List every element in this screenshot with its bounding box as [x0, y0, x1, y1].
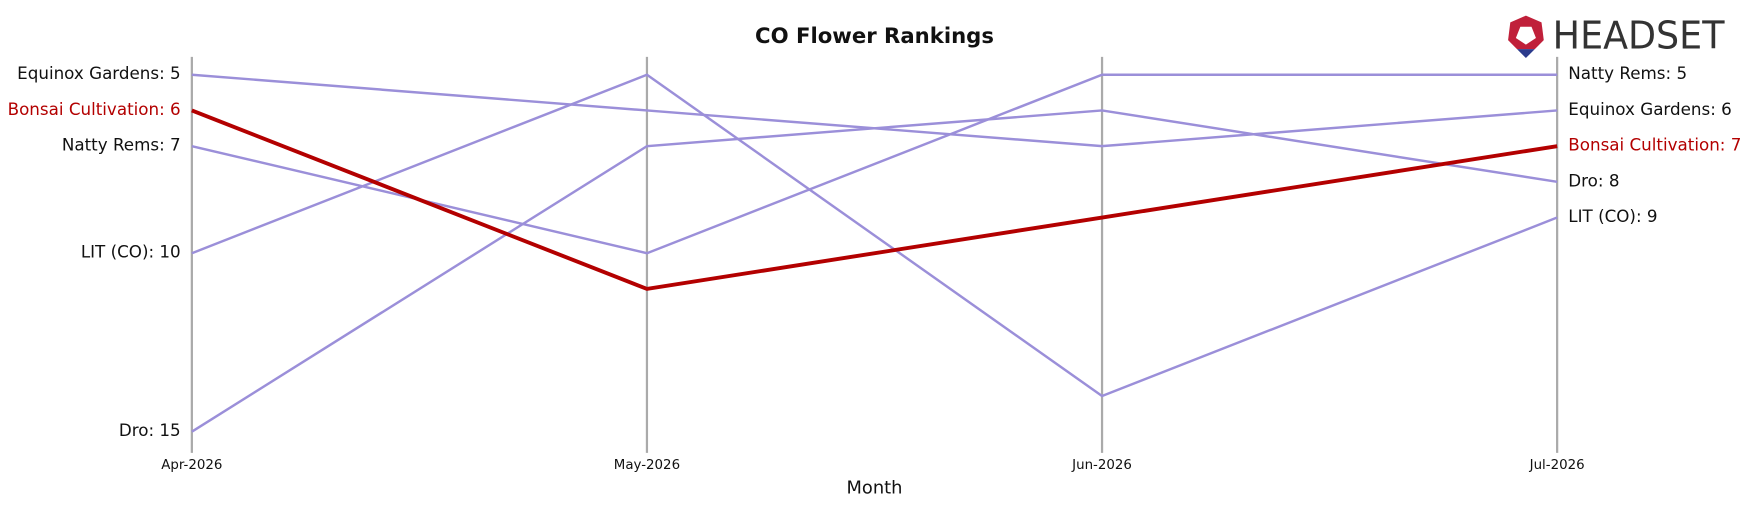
series-line — [191, 109, 1558, 433]
value-label: Bonsai Cultivation: 6 — [8, 99, 181, 119]
x-tick-label: Jun-2026 — [1071, 458, 1132, 473]
value-label: Equinox Gardens: 5 — [17, 63, 181, 83]
series-line — [191, 73, 1558, 148]
series-line — [191, 73, 1558, 255]
x-axis-label: Month — [847, 478, 903, 499]
logo-mark — [1515, 26, 1536, 45]
value-label: Natty Rems: 5 — [1568, 63, 1687, 83]
chart-title: CO Flower Rankings — [755, 23, 994, 48]
logo-text: HEADSET — [1553, 13, 1726, 57]
logo: HEADSET — [1508, 13, 1726, 59]
series-line — [191, 73, 1558, 398]
value-label: Natty Rems: 7 — [62, 135, 181, 155]
value-label: Dro: 8 — [1568, 170, 1619, 190]
series-line — [191, 108, 1558, 291]
value-label: LIT (CO): 10 — [81, 242, 181, 262]
x-tick-label: May-2026 — [614, 458, 680, 473]
x-tick-label: Apr-2026 — [161, 458, 222, 473]
x-tick-label: Jul-2026 — [1529, 458, 1585, 473]
value-label: Dro: 15 — [119, 420, 181, 440]
value-label: Equinox Gardens: 6 — [1568, 99, 1732, 119]
value-label: LIT (CO): 9 — [1568, 206, 1657, 226]
value-label: Bonsai Cultivation: 7 — [1568, 135, 1741, 155]
logo-mark — [1516, 49, 1535, 59]
